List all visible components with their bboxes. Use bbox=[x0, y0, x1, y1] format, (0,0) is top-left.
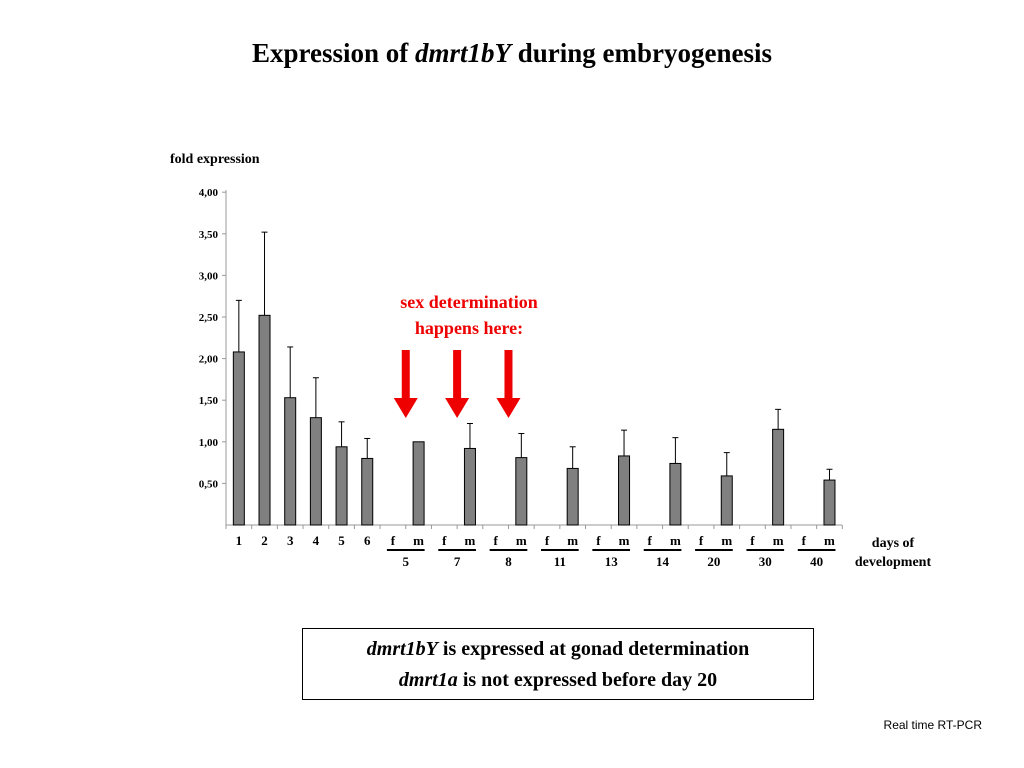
bar-13-m bbox=[618, 455, 631, 526]
group-label: 14 bbox=[656, 554, 670, 569]
summary-line-2: dmrt1a is not expressed before day 20 bbox=[303, 665, 813, 696]
x-axis-label-line-2: development bbox=[854, 555, 932, 570]
source-note: Real time RT-PCR bbox=[883, 718, 982, 732]
y-tick-label: 1,00 bbox=[199, 437, 219, 449]
red-arrow-head bbox=[496, 398, 521, 418]
summary-line-1: dmrt1bY is expressed at gonad determinat… bbox=[303, 634, 813, 665]
red-arrow-head bbox=[445, 398, 470, 418]
x-tick-label: m bbox=[465, 533, 476, 548]
x-axis-label: days of development bbox=[838, 534, 948, 572]
group-label: 30 bbox=[759, 554, 772, 569]
bar-5 bbox=[335, 446, 348, 526]
red-arrow-shaft bbox=[504, 350, 513, 400]
x-tick-label: 4 bbox=[313, 533, 320, 548]
y-tick-label: 4,00 bbox=[199, 187, 219, 199]
bar-4 bbox=[309, 417, 322, 526]
x-tick-label: 1 bbox=[236, 533, 243, 548]
x-tick-label: m bbox=[516, 533, 527, 548]
group-label: 5 bbox=[403, 554, 410, 569]
bar-8-m bbox=[515, 457, 528, 526]
summary-gene-2: dmrt1a bbox=[398, 669, 458, 691]
x-tick-label: f bbox=[545, 533, 550, 548]
x-tick-label: 2 bbox=[261, 533, 268, 548]
y-tick-label: 1,50 bbox=[199, 395, 219, 407]
x-tick-label: 6 bbox=[364, 533, 371, 548]
y-tick-label: 2,00 bbox=[199, 354, 219, 366]
summary-text-1: is expressed at gonad determination bbox=[437, 638, 750, 660]
group-label: 11 bbox=[554, 554, 566, 569]
y-tick-label: 3,50 bbox=[199, 229, 219, 241]
red-arrow-shaft bbox=[453, 350, 462, 400]
x-tick-label: f bbox=[493, 533, 498, 548]
y-tick-label: 3,00 bbox=[199, 270, 219, 282]
bar-40-m bbox=[823, 479, 836, 526]
title-gene: dmrt1bY bbox=[415, 38, 512, 68]
group-label: 20 bbox=[707, 554, 720, 569]
y-tick-label: 2,50 bbox=[199, 312, 219, 324]
bar-7-m bbox=[463, 447, 476, 526]
summary-text-2: is not expressed before day 20 bbox=[457, 669, 718, 691]
group-label: 40 bbox=[810, 554, 823, 569]
x-tick-label: 5 bbox=[338, 533, 345, 548]
group-label: 7 bbox=[454, 554, 461, 569]
x-tick-label: m bbox=[670, 533, 681, 548]
bar-2 bbox=[258, 314, 271, 526]
x-tick-label: f bbox=[648, 533, 653, 548]
y-tick-label: 0,50 bbox=[199, 478, 219, 490]
title-suffix: during embryogenesis bbox=[511, 38, 773, 68]
note-line-2: happens here: bbox=[414, 318, 524, 338]
x-tick-label: 3 bbox=[287, 533, 294, 548]
bar-6 bbox=[361, 457, 374, 526]
x-tick-label: m bbox=[413, 533, 424, 548]
bar-5-m bbox=[412, 441, 425, 526]
summary-gene-1: dmrt1bY bbox=[366, 638, 438, 660]
x-tick-label: f bbox=[802, 533, 807, 548]
x-tick-label: f bbox=[442, 533, 447, 548]
bar-14-m bbox=[669, 462, 682, 526]
bar-20-m bbox=[720, 475, 733, 526]
x-tick-label: f bbox=[596, 533, 601, 548]
red-arrow-head bbox=[393, 398, 418, 418]
group-label: 13 bbox=[605, 554, 619, 569]
bar-11-m bbox=[566, 467, 579, 526]
group-label: 8 bbox=[505, 554, 512, 569]
summary-box: dmrt1bY is expressed at gonad determinat… bbox=[302, 628, 814, 700]
sex-determination-note: sex determination happens here: bbox=[364, 289, 574, 341]
note-line-1: sex determination bbox=[400, 292, 538, 312]
bar-3 bbox=[284, 397, 297, 526]
x-axis-label-line-1: days of bbox=[871, 536, 915, 551]
y-axis-label: fold expression bbox=[170, 152, 260, 167]
x-tick-label: m bbox=[824, 533, 835, 548]
x-tick-label: f bbox=[750, 533, 755, 548]
page-title: Expression of dmrt1bY during embryogenes… bbox=[0, 38, 1024, 69]
bar-1 bbox=[232, 351, 245, 526]
bar-30-m bbox=[772, 428, 785, 526]
x-tick-label: f bbox=[699, 533, 704, 548]
x-tick-label: m bbox=[567, 533, 578, 548]
x-tick-label: f bbox=[391, 533, 396, 548]
red-arrow-shaft bbox=[401, 350, 410, 400]
title-prefix: Expression of bbox=[251, 38, 415, 68]
x-tick-label: m bbox=[773, 533, 784, 548]
x-tick-label: m bbox=[721, 533, 732, 548]
x-tick-label: m bbox=[619, 533, 630, 548]
